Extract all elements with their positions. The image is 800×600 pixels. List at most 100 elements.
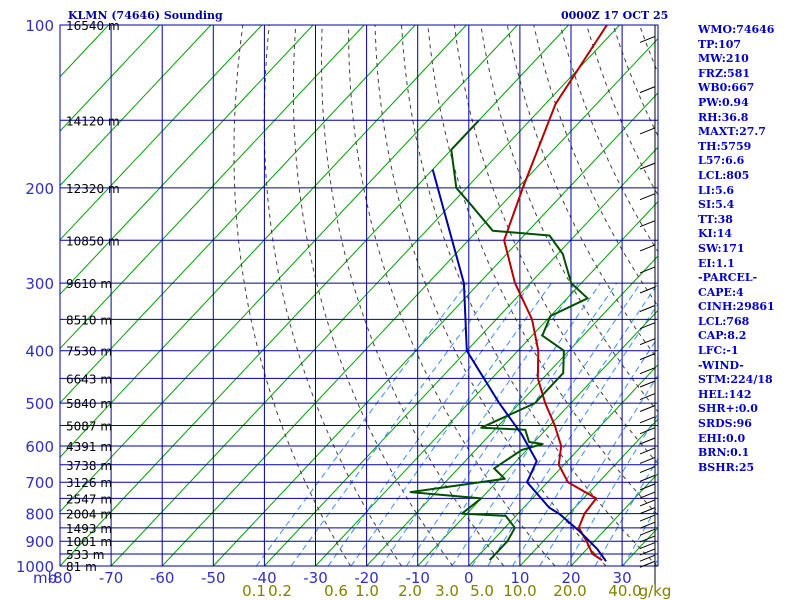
wind-barb bbox=[639, 286, 656, 294]
temperature-tick-label: -80 bbox=[48, 569, 73, 587]
wind-barb bbox=[639, 483, 656, 491]
isotherm bbox=[60, 25, 263, 241]
wind-barb bbox=[639, 548, 656, 556]
height-label: 10850 m bbox=[66, 234, 120, 248]
dry-adiabat bbox=[320, 25, 505, 566]
wind-barb bbox=[639, 353, 656, 361]
stat-item: EHI:0.0 bbox=[698, 431, 746, 445]
temperature-tick-label: -20 bbox=[354, 569, 379, 587]
wind-barb bbox=[639, 474, 656, 482]
stat-item: WB0:667 bbox=[698, 81, 755, 95]
wind-barb bbox=[639, 193, 656, 201]
isotherm bbox=[519, 418, 658, 566]
wind-barb bbox=[639, 528, 656, 536]
wind-barb bbox=[639, 521, 656, 529]
wind-barb bbox=[639, 266, 656, 274]
pressure-tick-label: 400 bbox=[25, 343, 54, 361]
wind-barb bbox=[639, 466, 656, 474]
height-label: 533 m bbox=[66, 548, 104, 562]
stat-item: WMO:74646 bbox=[698, 23, 775, 36]
isotherm bbox=[60, 25, 416, 404]
height-label: 12320 m bbox=[66, 182, 120, 196]
temperature-tick-label: -70 bbox=[99, 569, 124, 587]
stat-item: MAXT:27.7 bbox=[698, 125, 766, 139]
temperature-tick-label: 30 bbox=[613, 569, 632, 587]
station-title: KLMN (74646) Sounding bbox=[68, 9, 223, 22]
stat-item: PW:0.94 bbox=[698, 95, 749, 109]
height-label: 4391 m bbox=[66, 440, 112, 454]
mixing-ratio-line bbox=[594, 457, 658, 566]
pressure-tick-label: 700 bbox=[25, 474, 54, 492]
mixing-ratio-label: 40.0 bbox=[608, 582, 641, 600]
stat-item: KI:14 bbox=[698, 227, 733, 241]
wind-barb bbox=[639, 405, 656, 412]
stat-item: CAP:8.2 bbox=[698, 329, 747, 343]
height-label: 3126 m bbox=[66, 476, 112, 490]
isotherm bbox=[315, 200, 658, 566]
isotherm bbox=[468, 363, 658, 566]
isotherm bbox=[60, 25, 161, 132]
mixing-ratio-label: 1.0 bbox=[355, 582, 379, 600]
stability-indices: WMO:74646 TP:107 MW:210 FRZ:581 WB0:667 PW:0.… bbox=[698, 23, 798, 475]
sounding-datetime: 0000Z 17 OCT 25 bbox=[561, 9, 669, 22]
isotherm bbox=[264, 146, 658, 566]
isotherm-lines bbox=[0, 25, 658, 566]
wind-barb bbox=[639, 560, 656, 568]
stat-item: FRZ:581 bbox=[698, 66, 751, 80]
wind-barb bbox=[639, 514, 656, 522]
mixing-ratio-label: 3.0 bbox=[435, 582, 459, 600]
mixing-ratio-label: 5.0 bbox=[470, 582, 494, 600]
wind-barb bbox=[639, 447, 656, 455]
mixing-ratio-label: 10.0 bbox=[503, 582, 536, 600]
isotherm bbox=[60, 25, 212, 187]
wind-barb bbox=[639, 380, 656, 388]
height-label: 7530 m bbox=[66, 345, 112, 359]
isotherm bbox=[570, 472, 658, 566]
wind-barb bbox=[639, 338, 656, 346]
pressure-tick-label: 1000 bbox=[16, 558, 54, 576]
wind-barb bbox=[639, 554, 656, 562]
height-label: 3738 m bbox=[66, 459, 112, 473]
wind-barb bbox=[639, 322, 656, 330]
stat-item: LI:5.6 bbox=[698, 183, 735, 197]
temperature-tick-label: -50 bbox=[201, 569, 226, 587]
y-axis-unit: mb bbox=[33, 569, 57, 587]
isotherm bbox=[60, 25, 467, 459]
temperature-tick-label: -40 bbox=[252, 569, 277, 587]
wind-barb bbox=[639, 416, 656, 424]
height-label: 5840 m bbox=[66, 397, 112, 411]
height-label: 1493 m bbox=[66, 522, 112, 536]
mixing-ratio-label: g/kg bbox=[639, 582, 672, 600]
pressure-tick-label: 200 bbox=[25, 180, 54, 198]
stat-item: SI:5.4 bbox=[698, 198, 735, 212]
stat-item: SW:171 bbox=[698, 241, 745, 255]
stat-item: -WIND- bbox=[698, 358, 744, 372]
wind-barb bbox=[639, 367, 656, 375]
isotherm bbox=[110, 25, 621, 566]
temperature-tick-label: -10 bbox=[405, 569, 430, 587]
stat-item: RH:36.8 bbox=[698, 110, 749, 124]
isotherm bbox=[0, 25, 6, 566]
wind-barb bbox=[639, 220, 656, 228]
stat-item: -PARCEL- bbox=[698, 271, 758, 285]
mixing-ratio-line bbox=[290, 282, 499, 566]
isotherm bbox=[212, 92, 658, 566]
temperature-tick-label: -30 bbox=[303, 569, 328, 587]
stat-item: L57:6.6 bbox=[698, 154, 745, 168]
stat-item: SRDS:96 bbox=[698, 417, 752, 431]
mixing-ratio-line bbox=[622, 503, 658, 566]
wind-barb bbox=[639, 542, 656, 550]
parcel-profile bbox=[431, 169, 607, 562]
pressure-tick-label: 600 bbox=[25, 438, 54, 456]
temperature-tick-label: -60 bbox=[150, 569, 175, 587]
mixing-ratio-label: 0.1 bbox=[242, 582, 266, 600]
stat-item: CINH:29861 bbox=[698, 300, 775, 314]
wind-barb bbox=[639, 244, 656, 252]
height-label: 2004 m bbox=[66, 508, 112, 522]
wind-barb bbox=[639, 86, 656, 94]
stat-item: TP:107 bbox=[698, 37, 742, 51]
pressure-tick-label: 300 bbox=[25, 275, 54, 293]
temperature-tick-label: 10 bbox=[510, 569, 529, 587]
